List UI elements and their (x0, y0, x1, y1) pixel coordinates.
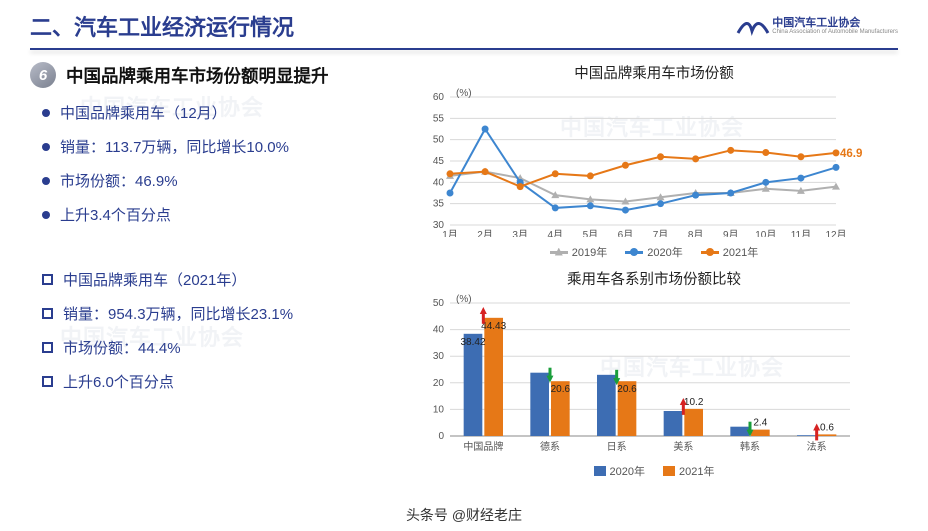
svg-text:40: 40 (433, 325, 445, 336)
svg-text:6月: 6月 (618, 229, 634, 237)
svg-text:▲: ▲ (811, 419, 823, 433)
bullet-item: 销量：113.7万辆，同比增长10.0% (42, 136, 400, 157)
bullet-item: 上升6.0个百分点 (42, 371, 400, 392)
svg-text:10月: 10月 (755, 229, 776, 237)
legend-item: 2020年 (594, 463, 645, 479)
svg-text:60: 60 (433, 92, 445, 103)
left-column: 6 中国品牌乘用车市场份额明显提升 中国品牌乘用车（12月） 销量：113.7万… (30, 62, 410, 479)
svg-text:▲: ▲ (477, 303, 489, 317)
svg-text:12月: 12月 (825, 229, 846, 237)
line-chart-legend: 2019年 2020年 2021年 (410, 244, 898, 260)
svg-text:45: 45 (433, 156, 445, 167)
svg-text:德系: 德系 (540, 440, 560, 453)
section-subtitle: 中国品牌乘用车市场份额明显提升 (66, 63, 329, 88)
header: 二、汽车工业经济运行情况 中国汽车工业协会 China Association … (0, 0, 928, 42)
svg-text:7月: 7月 (653, 229, 669, 237)
bullet-item: 上升3.4个百分点 (42, 204, 400, 225)
svg-text:38.42: 38.42 (460, 337, 485, 348)
bar-chart: 01020304050(%)中国品牌38.4244.43▲德系20.6▼日系20… (410, 291, 898, 461)
svg-text:▲: ▲ (677, 394, 689, 408)
svg-text:▼: ▼ (611, 374, 623, 388)
svg-text:(%): (%) (456, 88, 472, 99)
svg-text:8月: 8月 (688, 229, 704, 237)
line-chart-title: 中国品牌乘用车市场份额 (410, 62, 898, 83)
svg-text:46.9: 46.9 (840, 148, 862, 160)
page-title: 二、汽车工业经济运行情况 (30, 10, 294, 42)
svg-text:美系: 美系 (673, 440, 693, 453)
svg-text:30: 30 (433, 351, 445, 362)
bullet-item: 市场份额：46.9% (42, 170, 400, 191)
svg-text:20: 20 (433, 378, 445, 389)
bullet-item: 市场份额：44.4% (42, 337, 400, 358)
svg-text:5月: 5月 (583, 229, 599, 237)
svg-text:▼: ▼ (744, 426, 756, 440)
svg-text:0: 0 (438, 431, 444, 442)
svg-text:3月: 3月 (512, 229, 528, 237)
bullet-item: 销量：954.3万辆，同比增长23.1% (42, 303, 400, 324)
logo-icon (734, 13, 772, 39)
logo: 中国汽车工业协会 China Association of Automobile… (734, 13, 898, 39)
logo-en: China Association of Automobile Manufact… (772, 29, 898, 36)
legend-item: 2020年 (625, 244, 682, 260)
content: 6 中国品牌乘用车市场份额明显提升 中国品牌乘用车（12月） 销量：113.7万… (0, 50, 928, 479)
bullet-item: 中国品牌乘用车（2021年） (42, 269, 400, 290)
legend-item: 2021年 (701, 244, 758, 260)
svg-text:44.43: 44.43 (481, 321, 506, 332)
section-number-badge: 6 (30, 62, 56, 88)
line-chart: 30354045505560(%)1月2月3月4月5月6月7月8月9月10月11… (410, 85, 898, 242)
svg-text:2月: 2月 (477, 229, 493, 237)
legend-item: 2021年 (663, 463, 714, 479)
svg-text:9月: 9月 (723, 229, 739, 237)
footer-attribution: 头条号 @财经老庄 (0, 505, 928, 525)
svg-text:35: 35 (433, 199, 445, 210)
svg-text:55: 55 (433, 113, 445, 124)
logo-cn: 中国汽车工业协会 (772, 17, 898, 29)
svg-text:4月: 4月 (547, 229, 563, 237)
bullet-item: 中国品牌乘用车（12月） (42, 102, 400, 123)
svg-text:20.6: 20.6 (551, 384, 571, 395)
svg-text:(%): (%) (456, 294, 472, 305)
svg-text:11月: 11月 (791, 229, 811, 237)
svg-text:50: 50 (433, 135, 445, 146)
svg-text:▼: ▼ (544, 372, 556, 386)
bar-chart-legend: 2020年 2021年 (410, 463, 898, 479)
svg-text:中国品牌: 中国品牌 (463, 440, 503, 453)
svg-text:50: 50 (433, 298, 445, 309)
right-column: 中国品牌乘用车市场份额 30 35 40 45 50 55 60 (%) 1月 2月 3月 4月 5月 6… (410, 62, 898, 479)
bullet-list-top: 中国品牌乘用车（12月） 销量：113.7万辆，同比增长10.0% 市场份额：4… (30, 102, 400, 225)
legend-item: 2019年 (550, 244, 607, 260)
svg-text:1月: 1月 (442, 229, 458, 237)
bullet-list-bottom: 中国品牌乘用车（2021年） 销量：954.3万辆，同比增长23.1% 市场份额… (30, 269, 400, 392)
svg-text:40: 40 (433, 177, 445, 188)
svg-text:日系: 日系 (607, 441, 627, 453)
bar-chart-title: 乘用车各系别市场份额比较 (410, 268, 898, 289)
svg-text:韩系: 韩系 (740, 440, 760, 453)
svg-text:10: 10 (433, 404, 445, 415)
svg-text:法系: 法系 (807, 440, 827, 453)
